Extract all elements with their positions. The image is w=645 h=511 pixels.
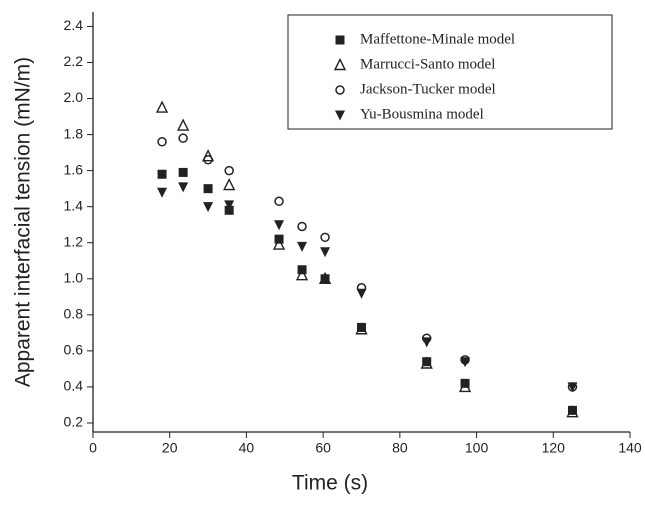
marker <box>177 118 190 131</box>
marker <box>335 35 345 45</box>
marker <box>320 247 331 258</box>
x-tick-label: 80 <box>392 440 408 456</box>
marker <box>335 85 345 95</box>
marker <box>295 268 309 281</box>
marker <box>201 149 215 162</box>
marker <box>333 57 347 71</box>
y-tick-label: 0.8 <box>64 306 84 322</box>
marker <box>460 378 470 388</box>
x-tick-label: 100 <box>465 440 489 456</box>
y-tick-label: 1.4 <box>64 197 84 213</box>
y-tick-label: 0.4 <box>64 378 84 394</box>
marker <box>274 220 285 231</box>
x-tick-label: 140 <box>618 440 642 456</box>
marker <box>355 322 368 335</box>
marker <box>567 405 577 415</box>
y-tick-label: 1.8 <box>64 125 84 141</box>
marker <box>357 322 366 332</box>
marker <box>460 357 471 368</box>
y-axis-title: Apparent interfacial tension (mN/m) <box>12 57 35 387</box>
x-tick-label: 120 <box>542 440 566 456</box>
marker <box>155 100 169 113</box>
marker <box>420 356 433 369</box>
x-tick-label: 60 <box>315 440 331 456</box>
marker <box>320 274 330 284</box>
legend-box <box>287 14 613 130</box>
marker <box>297 241 308 252</box>
marker <box>178 133 188 143</box>
marker <box>203 202 214 213</box>
y-tick-label: 2.0 <box>64 89 84 105</box>
marker <box>422 357 432 367</box>
marker <box>203 155 213 165</box>
y-tick-label: 2.4 <box>64 17 84 33</box>
marker <box>566 405 579 418</box>
marker <box>356 288 367 299</box>
x-axis-title: Time (s) <box>292 472 368 495</box>
legend-label: Maffettone-Minale model <box>360 31 515 47</box>
x-tick-label: 20 <box>162 440 178 456</box>
y-tick-label: 1.6 <box>64 161 84 177</box>
legend-label: Yu-Bousmina model <box>360 106 484 122</box>
marker <box>178 167 188 177</box>
marker <box>297 221 307 232</box>
legend-label: Marrucci-Santo model <box>360 56 495 72</box>
marker <box>458 379 472 393</box>
marker <box>274 196 284 207</box>
marker <box>224 200 235 211</box>
y-tick-label: 1.2 <box>64 233 84 249</box>
marker <box>567 382 578 393</box>
marker <box>335 110 345 121</box>
marker <box>203 184 213 194</box>
marker <box>178 182 189 193</box>
legend-label: Jackson-Tucker model <box>360 81 496 97</box>
marker <box>272 237 286 250</box>
marker <box>224 165 234 176</box>
y-tick-label: 2.2 <box>64 53 84 69</box>
y-tick-label: 0.6 <box>64 342 84 358</box>
marker <box>157 187 168 198</box>
marker <box>421 337 432 348</box>
marker <box>157 169 167 179</box>
x-tick-label: 40 <box>239 440 255 456</box>
marker <box>320 232 330 243</box>
marker <box>157 137 167 147</box>
y-tick-label: 1.0 <box>64 269 84 285</box>
y-tick-label: 0.2 <box>64 414 84 430</box>
marker <box>318 271 332 284</box>
x-tick-label: 0 <box>89 440 97 456</box>
marker <box>223 177 236 191</box>
